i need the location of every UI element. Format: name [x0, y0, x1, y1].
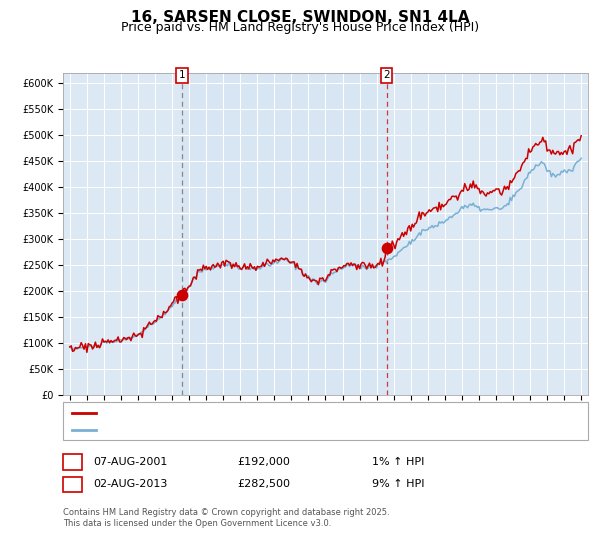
Text: 9% ↑ HPI: 9% ↑ HPI — [372, 479, 425, 489]
Text: 1: 1 — [179, 71, 185, 81]
Text: 07-AUG-2001: 07-AUG-2001 — [93, 457, 167, 467]
Text: Contains HM Land Registry data © Crown copyright and database right 2025.
This d: Contains HM Land Registry data © Crown c… — [63, 508, 389, 528]
Text: Price paid vs. HM Land Registry's House Price Index (HPI): Price paid vs. HM Land Registry's House … — [121, 21, 479, 34]
Text: 02-AUG-2013: 02-AUG-2013 — [93, 479, 167, 489]
Text: £282,500: £282,500 — [237, 479, 290, 489]
Point — [382, 244, 391, 253]
Text: 16, SARSEN CLOSE, SWINDON, SN1 4LA: 16, SARSEN CLOSE, SWINDON, SN1 4LA — [131, 10, 469, 25]
Text: 16, SARSEN CLOSE, SWINDON, SN1 4LA (detached house): 16, SARSEN CLOSE, SWINDON, SN1 4LA (deta… — [102, 408, 386, 418]
Text: £192,000: £192,000 — [237, 457, 290, 467]
Text: 1% ↑ HPI: 1% ↑ HPI — [372, 457, 424, 467]
Point — [177, 291, 187, 300]
Text: HPI: Average price, detached house, Swindon: HPI: Average price, detached house, Swin… — [102, 424, 324, 435]
Text: 2: 2 — [69, 479, 76, 489]
Bar — [182, 73, 386, 395]
Text: 1: 1 — [69, 457, 76, 467]
Text: 2: 2 — [383, 71, 390, 81]
